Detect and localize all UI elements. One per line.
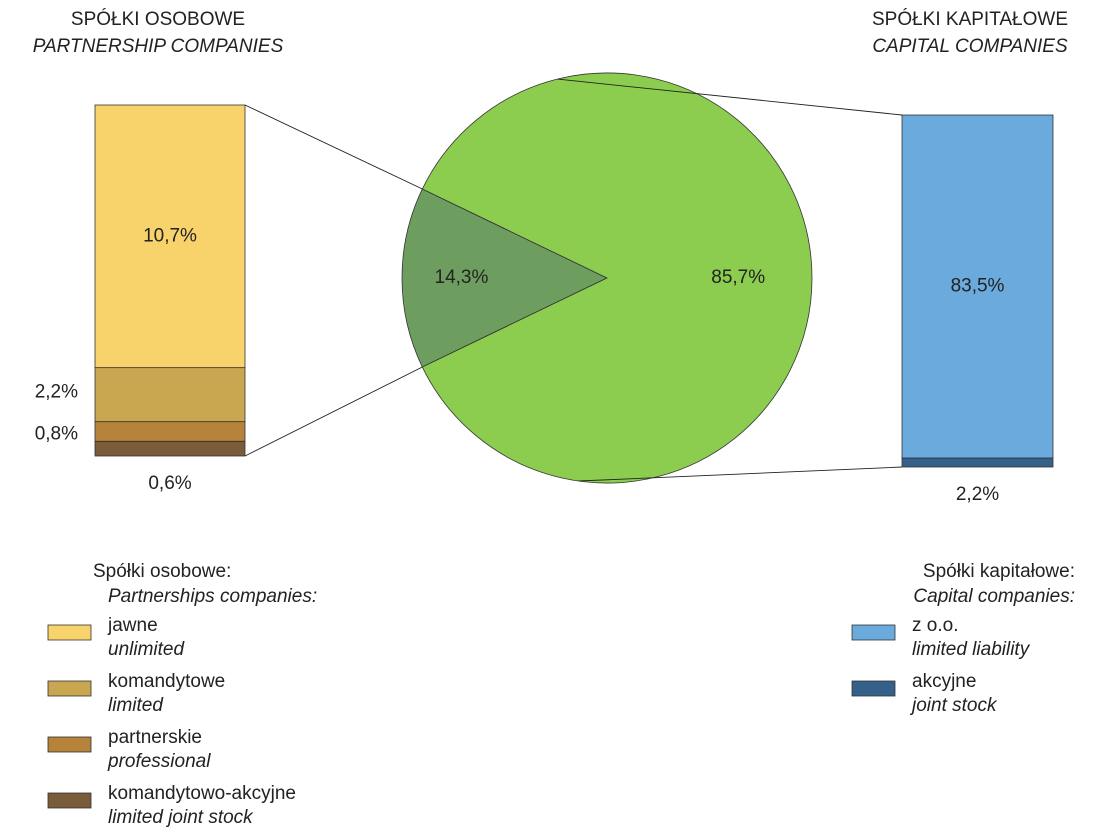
bar-segment — [94, 104, 246, 369]
chart-title: SPÓŁKI OSOBOWE — [71, 8, 245, 30]
legend-sublabel: joint stock — [909, 695, 998, 716]
data-label: 83,5% — [951, 275, 1005, 296]
connector-line — [557, 78, 903, 116]
legend-title: Spółki kapitałowe: — [923, 561, 1075, 582]
bar-segment — [94, 421, 246, 442]
bar-segment — [94, 367, 246, 423]
data-label: 10,7% — [143, 225, 197, 246]
legend-subtitle: Capital companies: — [913, 586, 1075, 607]
legend-swatch — [851, 624, 896, 641]
legend-sublabel: limited liability — [912, 639, 1031, 660]
legend-label: komandytowo-akcyjne — [108, 783, 296, 804]
legend-title: Spółki osobowe: — [93, 561, 231, 582]
pie-slice — [401, 188, 608, 368]
data-label: 2,2% — [35, 382, 78, 403]
bar-segment — [94, 440, 246, 457]
legend-label: z o.o. — [912, 615, 958, 636]
pie-slice — [421, 72, 813, 484]
bar-segment — [901, 114, 1054, 459]
connector-line — [578, 466, 903, 482]
bar-segment — [901, 457, 1054, 468]
legend-sublabel: professional — [107, 751, 211, 772]
legend-label: jawne — [107, 615, 158, 636]
legend-sublabel: unlimited — [108, 639, 185, 660]
data-label: 85,7% — [711, 267, 765, 288]
legend-label: komandytowe — [108, 671, 225, 692]
data-label: 0,6% — [148, 473, 191, 494]
legend-swatch — [47, 680, 92, 697]
legend-label: akcyjne — [912, 671, 976, 692]
data-label: 2,2% — [956, 484, 999, 505]
chart-subtitle: CAPITAL COMPANIES — [872, 36, 1068, 57]
connector-line — [244, 104, 423, 190]
legend-label: partnerskie — [108, 727, 202, 748]
chart-subtitle: PARTNERSHIP COMPANIES — [33, 36, 284, 57]
legend-sublabel: limited — [108, 695, 164, 716]
legend-swatch — [47, 736, 92, 753]
legend-sublabel: limited joint stock — [108, 807, 254, 828]
data-label: 14,3% — [435, 267, 489, 288]
legend-swatch — [47, 624, 92, 641]
legend-swatch — [47, 792, 92, 809]
chart-title: SPÓŁKI KAPITAŁOWE — [872, 8, 1068, 30]
legend-subtitle: Partnerships companies: — [108, 586, 317, 607]
legend-swatch — [851, 680, 896, 697]
connector-line — [244, 366, 423, 457]
data-label: 0,8% — [35, 423, 78, 444]
